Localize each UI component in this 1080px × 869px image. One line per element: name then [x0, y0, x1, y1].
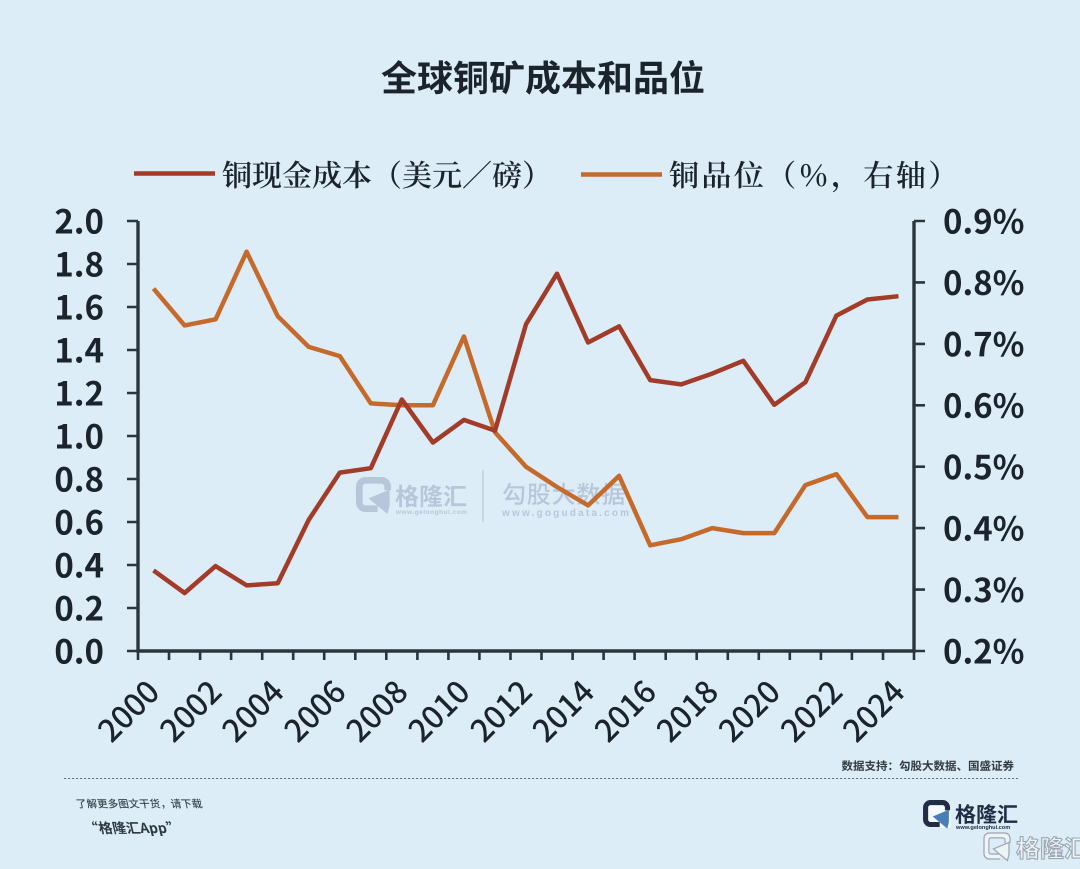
svg-text:www.gelonghui.com: www.gelonghui.com: [395, 509, 467, 516]
svg-text:www.gogudata.com: www.gogudata.com: [501, 508, 631, 519]
svg-text:www.gelonghui.com: www.gelonghui.com: [955, 825, 1010, 831]
